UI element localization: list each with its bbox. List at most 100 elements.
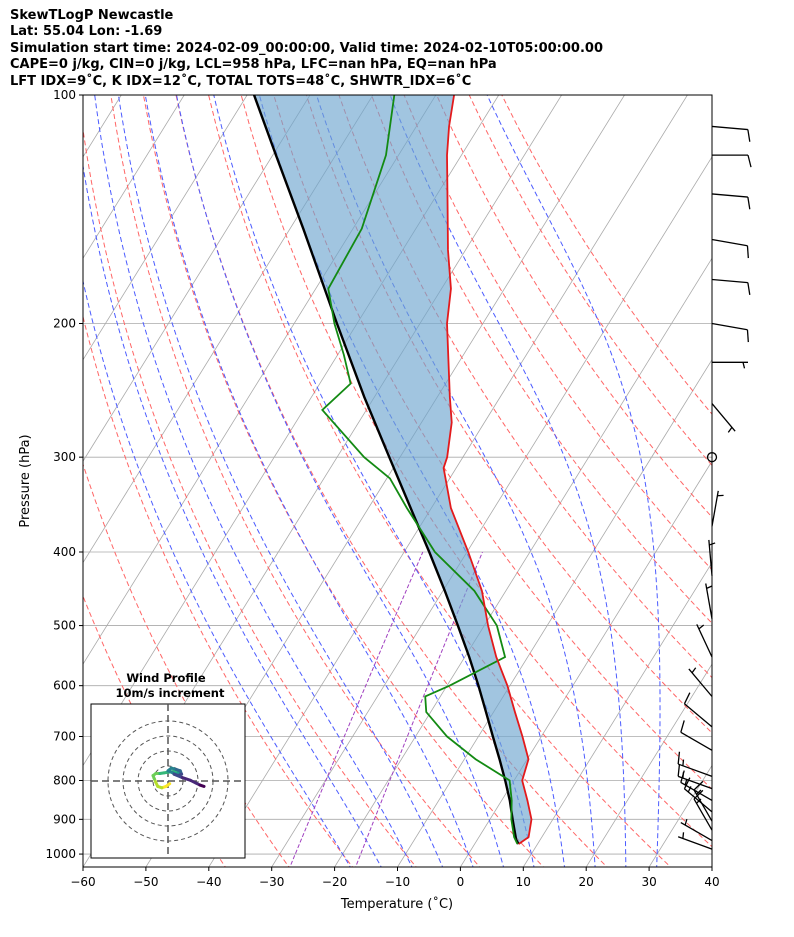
wind-barb-flag xyxy=(680,720,685,733)
wind-barb-flag xyxy=(746,329,749,343)
wind-barb-shaft xyxy=(693,789,713,822)
moist-adiabat-line xyxy=(117,95,444,867)
wind-barb-shaft xyxy=(680,731,713,751)
dry-adiabat-line xyxy=(83,594,226,867)
isotherm-line xyxy=(459,460,712,867)
chart-title: SkewTLogP Newcastle xyxy=(10,8,174,23)
wind-barb-flag xyxy=(677,763,681,777)
isotherm-line xyxy=(271,156,712,867)
wind-barb-layer xyxy=(677,125,752,850)
wind-barb-shaft xyxy=(711,238,748,247)
wind-barb-half-flag xyxy=(691,667,697,674)
x-tick-label: 20 xyxy=(579,875,594,889)
wind-barb-shaft xyxy=(680,822,713,842)
moist-adiabat-line xyxy=(258,95,565,867)
moist-adiabat-line xyxy=(486,95,661,867)
moist-adiabat-line xyxy=(144,95,474,867)
dry-adiabat-line xyxy=(240,95,712,848)
hodograph-title: Wind Profile xyxy=(126,671,206,685)
y-tick-label: 600 xyxy=(53,679,76,693)
dry-adiabat-line xyxy=(468,95,712,467)
hodograph-segment xyxy=(198,783,206,788)
y-tick-label: 200 xyxy=(53,317,76,331)
moist-adiabat-line xyxy=(83,162,382,867)
profile-layer xyxy=(252,95,533,845)
parcel-profile-line xyxy=(252,95,520,845)
wind-barb-half-flag xyxy=(698,624,705,630)
dry-adiabat-line xyxy=(175,95,608,867)
wind-barb-half-flag xyxy=(706,585,713,589)
moist-adiabat-line xyxy=(316,95,596,867)
wind-barb-flag xyxy=(693,780,704,791)
y-axis-label: Pressure (hPa) xyxy=(18,434,33,527)
wind-barb-flag xyxy=(747,154,752,168)
wind-barb-flag xyxy=(677,751,681,765)
wind-barb-flag xyxy=(747,196,751,210)
dry-adiabat-line xyxy=(208,95,672,867)
wind-barb-flag xyxy=(746,245,749,259)
moist-adiabat-line xyxy=(389,95,627,867)
x-tick-label: −60 xyxy=(70,875,95,889)
wind-barb-shaft xyxy=(711,403,736,432)
moist-adiabat-line xyxy=(94,95,413,867)
wind-barb-shaft xyxy=(711,125,748,131)
isotherm-line xyxy=(397,358,712,867)
x-tick-label: −30 xyxy=(259,875,284,889)
axes-layer: −60 −50 −40 −30 −20 −10 0 10 20 30 40 1000 900 800 700… xyxy=(45,88,719,889)
x-axis-label: Temperature (˚C) xyxy=(340,896,453,912)
wind-barb-flag xyxy=(683,692,691,705)
dry-adiabat-line xyxy=(403,95,712,571)
x-tick-label: 30 xyxy=(641,875,656,889)
moist-adiabat-line xyxy=(83,278,351,867)
wind-barb-flag xyxy=(683,777,691,790)
wind-barb-shaft xyxy=(705,583,713,620)
dry-adiabat-line xyxy=(142,95,545,867)
dewpoint-profile-line xyxy=(321,95,519,845)
wind-barb-half-flag xyxy=(682,771,685,779)
temperature-profile-line xyxy=(442,95,533,845)
wind-barb-shaft xyxy=(708,539,713,576)
x-tick-label: 0 xyxy=(457,875,465,889)
x-tick-label: 40 xyxy=(704,875,719,889)
wind-barb-shaft xyxy=(696,624,713,658)
dry-adiabat-line xyxy=(83,126,417,867)
y-tick-label: 500 xyxy=(53,619,76,633)
x-tick-label: −40 xyxy=(196,875,221,889)
x-tick-label: −20 xyxy=(322,875,347,889)
dry-adiabat-line xyxy=(371,95,712,624)
x-tick-label: −10 xyxy=(385,875,410,889)
stability-indices-line: LFT IDX=9˚C, K IDX=12˚C, TOTAL TOTS=48˚C… xyxy=(10,73,472,89)
wind-barb-shaft xyxy=(711,278,748,284)
wind-barb-half-flag xyxy=(682,832,685,839)
x-tick-label: 10 xyxy=(516,875,531,889)
x-tick-label: −50 xyxy=(133,875,158,889)
dry-adiabat-line xyxy=(338,95,712,679)
isotherm-line xyxy=(773,88,794,870)
mixing-ratio-line xyxy=(289,551,424,867)
wind-barb-shaft xyxy=(677,836,713,850)
hodograph-inset: Wind Profile 10m/s increment xyxy=(90,671,246,859)
wind-barb-shaft xyxy=(688,668,713,697)
isotherm-line xyxy=(522,561,712,867)
wind-barb-half-flag xyxy=(727,426,733,433)
wind-barb-shaft xyxy=(680,781,713,802)
wind-barb-shaft xyxy=(677,775,713,790)
wind-barb-shaft xyxy=(677,763,713,777)
dry-adiabat-line xyxy=(436,95,712,518)
wind-barb-shaft xyxy=(684,788,713,813)
y-tick-label: 900 xyxy=(53,812,76,826)
wind-barb-shaft xyxy=(693,798,713,831)
wind-barb-half-flag xyxy=(682,759,685,766)
isotherm-line xyxy=(83,95,185,260)
isotherm-line xyxy=(585,663,712,867)
dry-adiabat-line xyxy=(110,95,481,867)
mixing-ratio-line xyxy=(355,551,483,867)
wind-barb-shaft xyxy=(711,322,748,331)
y-tick-label: 1000 xyxy=(45,847,76,861)
hodograph-plot xyxy=(91,704,245,858)
isotherm-line xyxy=(334,257,712,867)
wind-barb-flag xyxy=(747,129,751,142)
location-line: Lat: 55.04 Lon: -1.69 xyxy=(10,24,163,40)
moist-adiabat-line xyxy=(213,95,535,867)
